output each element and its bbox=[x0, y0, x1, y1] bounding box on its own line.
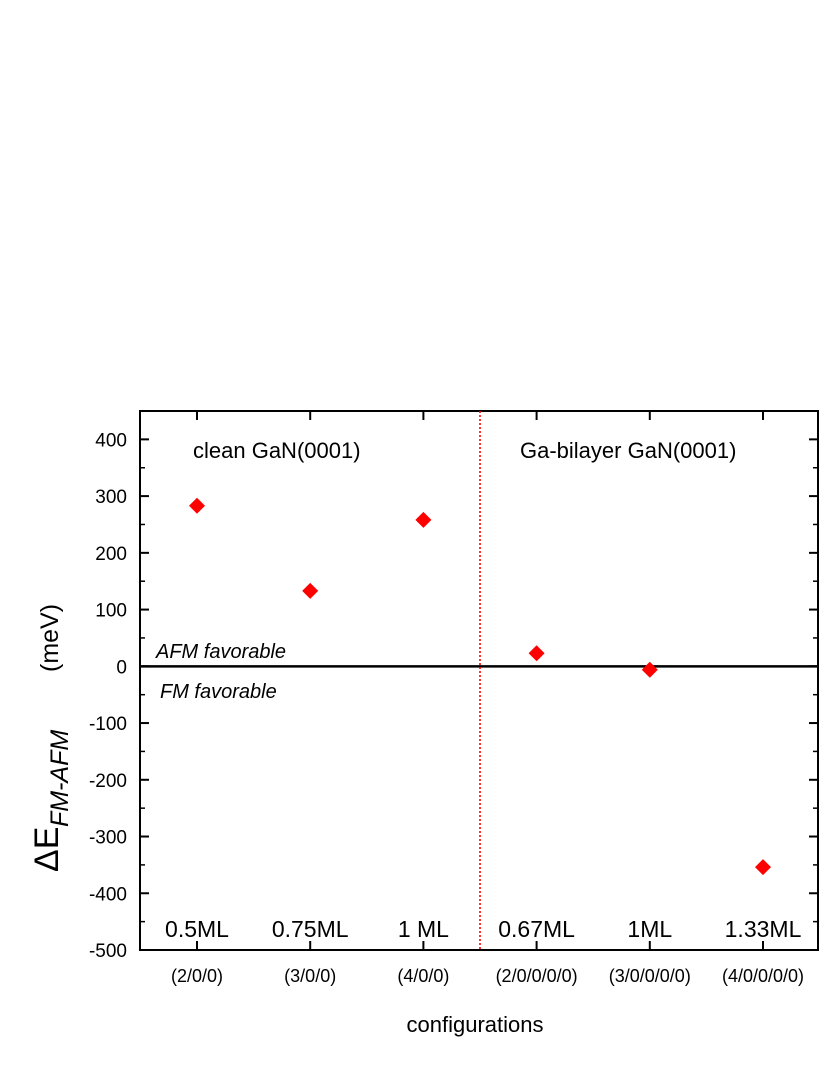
y-tick-label: 100 bbox=[95, 601, 127, 622]
coverage-labels: 0.5ML 0.75ML 1 ML 0.67ML 1ML 1.33ML bbox=[165, 916, 802, 942]
coverage-label: 0.67ML bbox=[498, 916, 575, 942]
y-axis-label-main: ΔE bbox=[28, 827, 66, 872]
y-tick-label: -100 bbox=[89, 714, 127, 735]
data-point bbox=[641, 661, 658, 678]
y-tick-label: 300 bbox=[95, 487, 127, 508]
x-tick-label: (4/0/0) bbox=[397, 966, 449, 986]
y-tick-label: -400 bbox=[89, 884, 127, 905]
data-point bbox=[189, 497, 205, 514]
x-axis-label: configurations bbox=[407, 1012, 544, 1037]
axes bbox=[139, 410, 819, 951]
coverage-label: 1ML bbox=[627, 916, 672, 942]
y-axis-ticks: -500 -400 -300 -200 -100 0 100 200 300 400 bbox=[89, 430, 818, 962]
coverage-label: 0.5ML bbox=[165, 916, 229, 942]
x-tick-label: (3/0/0/0/0) bbox=[609, 966, 691, 986]
x-tick-label: (2/0/0/0/0) bbox=[496, 966, 578, 986]
data-point bbox=[302, 582, 319, 599]
x-axis-ticks: (2/0/0) (3/0/0) (4/0/0) (2/0/0/0/0) (3/0/0/0… bbox=[171, 411, 804, 986]
plot-frame bbox=[139, 410, 819, 951]
y-tick-label: 400 bbox=[95, 430, 127, 451]
y-axis-label-subscript: FM-AFM bbox=[46, 730, 74, 827]
afm-favorable-label: AFM favorable bbox=[155, 641, 286, 663]
data-point bbox=[528, 645, 545, 662]
x-tick-label: (3/0/0) bbox=[284, 966, 336, 986]
y-tick-label: -200 bbox=[89, 771, 127, 792]
coverage-label: 0.75ML bbox=[272, 916, 349, 942]
y-tick-label: -500 bbox=[89, 941, 127, 962]
coverage-label: 1 ML bbox=[398, 916, 449, 942]
fm-favorable-label: FM favorable bbox=[160, 681, 277, 703]
x-tick-label: (2/0/0) bbox=[171, 966, 223, 986]
region-left-label: clean GaN(0001) bbox=[193, 438, 361, 463]
y-tick-label: 0 bbox=[116, 657, 127, 678]
y-axis-label-unit: (meV) bbox=[36, 604, 64, 672]
data-point bbox=[755, 859, 771, 876]
region-right-label: Ga-bilayer GaN(0001) bbox=[520, 438, 736, 463]
y-tick-label: 200 bbox=[95, 544, 127, 565]
y-tick-label: -300 bbox=[89, 828, 127, 849]
data-points bbox=[189, 497, 771, 876]
coverage-label: 1.33ML bbox=[725, 916, 802, 942]
data-point bbox=[415, 511, 432, 528]
x-tick-label: (4/0/0/0/0) bbox=[722, 966, 804, 986]
